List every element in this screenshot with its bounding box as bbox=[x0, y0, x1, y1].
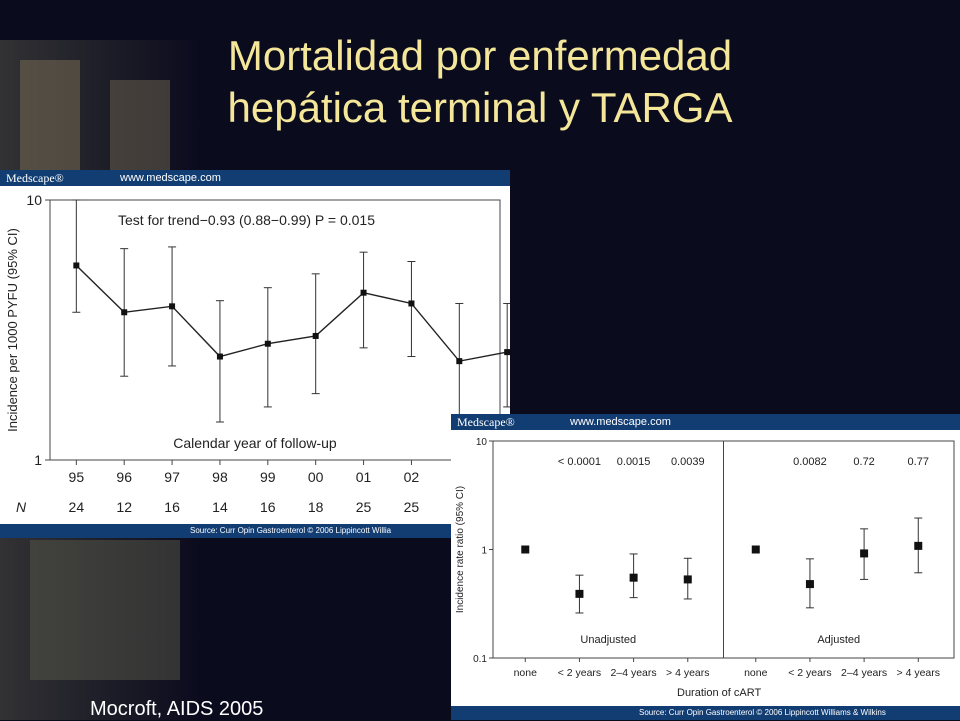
y-axis-label: Incidence rate ratio (95% CI) bbox=[455, 486, 466, 613]
x-tick-label: < 2 years bbox=[788, 667, 831, 679]
medscape-header-bar: Medscape® www.medscape.com bbox=[451, 414, 960, 430]
y-tick-label: 10 bbox=[476, 437, 488, 448]
n-value: 25 bbox=[404, 499, 420, 515]
data-point bbox=[504, 349, 510, 356]
x-tick-label: 98 bbox=[212, 469, 228, 485]
y-axis-label: Incidence per 1000 PYFU (95% CI) bbox=[5, 228, 20, 432]
p-value-label: 0.0015 bbox=[617, 456, 651, 468]
n-value: 16 bbox=[164, 499, 180, 515]
slide-title-line-1: Mortalidad por enfermedad bbox=[227, 32, 733, 79]
x-tick-label: > 4 years bbox=[666, 667, 709, 679]
x-tick-label: none bbox=[744, 667, 768, 679]
data-point bbox=[216, 353, 223, 360]
source-text: Source: Curr Opin Gastroenterol © 2006 L… bbox=[190, 526, 392, 535]
n-value: 12 bbox=[116, 499, 132, 515]
p-value-label: < 0.0001 bbox=[558, 456, 601, 468]
series-line bbox=[75, 264, 508, 362]
medscape-logo: Medscape® bbox=[6, 171, 64, 185]
n-value: 16 bbox=[260, 499, 276, 515]
data-point bbox=[805, 580, 814, 589]
data-point bbox=[169, 303, 176, 310]
x-axis-label: Duration of cART bbox=[677, 687, 761, 699]
x-tick-label: 2–4 years bbox=[841, 667, 887, 679]
source-text: Source: Curr Opin Gastroenterol © 2006 L… bbox=[639, 708, 886, 717]
medscape-header-bar: Medscape® www.medscape.com bbox=[0, 170, 510, 186]
x-tick-label: 01 bbox=[356, 469, 372, 485]
p-value-label: 0.72 bbox=[853, 456, 874, 468]
n-value: 18 bbox=[308, 499, 324, 515]
source-bar: Source: Curr Opin Gastroenterol © 2006 L… bbox=[0, 524, 510, 538]
medscape-logo: Medscape® bbox=[457, 415, 515, 429]
y-tick-label: 1 bbox=[34, 452, 42, 468]
group-label: Adjusted bbox=[817, 634, 860, 646]
data-point bbox=[860, 549, 869, 558]
slide-title: Mortalidad por enfermedad hepática termi… bbox=[60, 30, 900, 134]
x-tick-label: 2–4 years bbox=[611, 667, 657, 679]
data-point bbox=[683, 575, 692, 584]
x-axis-label: Calendar year of follow-up bbox=[173, 435, 337, 451]
data-point bbox=[629, 573, 638, 582]
plot-frame bbox=[49, 199, 501, 461]
incidence-by-year-panel: Medscape® www.medscape.com 10 1 Incidence … bbox=[0, 170, 510, 538]
n-value: 14 bbox=[212, 499, 228, 515]
x-tick-label: 00 bbox=[308, 469, 324, 485]
p-value-label: 0.77 bbox=[908, 456, 929, 468]
n-label: N bbox=[16, 499, 27, 515]
rate-ratio-chart: 10 1 0.1 Incidence rate ratio (95% CI) Unadj… bbox=[455, 437, 955, 699]
x-tick-label: < 2 years bbox=[558, 667, 601, 679]
group-label: Unadjusted bbox=[580, 634, 636, 646]
data-point bbox=[575, 589, 584, 598]
x-tick-label: 97 bbox=[164, 469, 180, 485]
medscape-url: www.medscape.com bbox=[570, 416, 671, 428]
x-tick-label: none bbox=[514, 667, 538, 679]
rate-ratio-panel: Medscape® www.medscape.com 10 1 0.1 Inciden… bbox=[451, 414, 960, 720]
y-tick-label: 0.1 bbox=[473, 654, 487, 665]
y-tick-label: 10 bbox=[26, 192, 42, 208]
data-point bbox=[521, 545, 530, 554]
data-point bbox=[456, 358, 463, 365]
x-tick-label: > 4 years bbox=[897, 667, 940, 679]
data-point bbox=[121, 309, 128, 316]
data-point bbox=[408, 300, 415, 307]
data-point bbox=[360, 289, 367, 296]
y-tick-label: 1 bbox=[481, 546, 487, 557]
x-tick-label: 95 bbox=[69, 469, 85, 485]
n-value: 25 bbox=[356, 499, 372, 515]
data-point bbox=[73, 262, 80, 269]
source-bar: Source: Curr Opin Gastroenterol © 2006 L… bbox=[451, 706, 960, 720]
data-point bbox=[312, 332, 319, 339]
medscape-url: www.medscape.com bbox=[120, 172, 221, 184]
data-point bbox=[751, 545, 760, 554]
n-value: 24 bbox=[69, 499, 85, 515]
trend-annotation: Test for trend−0.93 (0.88−0.99) P = 0.01… bbox=[118, 212, 375, 228]
p-value-label: 0.0039 bbox=[671, 456, 705, 468]
x-tick-label: 96 bbox=[116, 469, 132, 485]
data-point bbox=[914, 541, 923, 550]
x-tick-label: 02 bbox=[404, 469, 420, 485]
citation: Mocroft, AIDS 2005 bbox=[90, 698, 264, 720]
p-value-label: 0.0082 bbox=[793, 456, 827, 468]
x-tick-label: 99 bbox=[260, 469, 276, 485]
data-point bbox=[264, 340, 271, 347]
slide-title-line-2: hepática terminal y TARGA bbox=[227, 84, 733, 131]
